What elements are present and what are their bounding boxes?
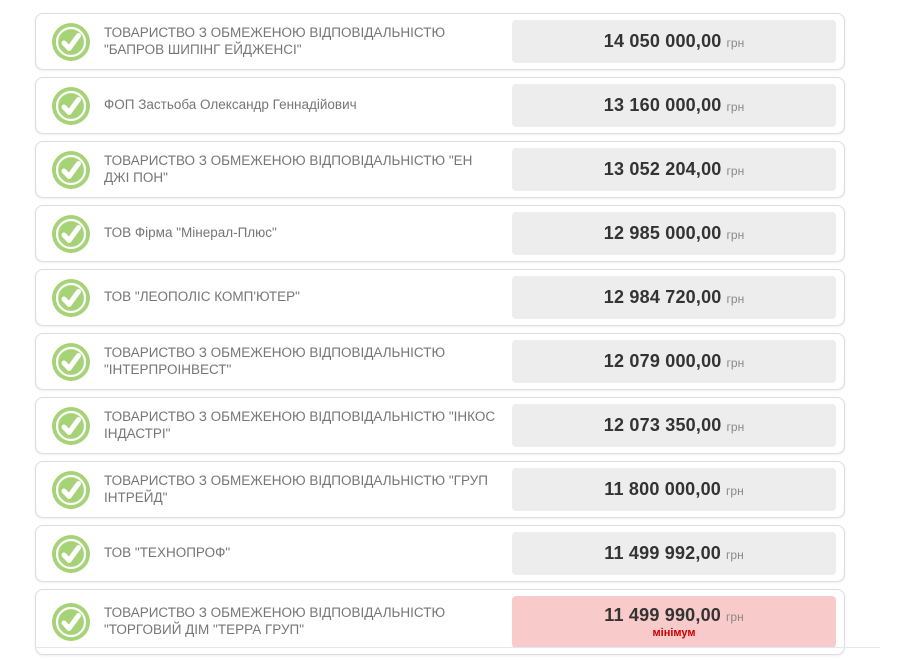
bidder-name: ТОВАРИСТВО З ОБМЕЖЕНОЮ ВІДПОВІДАЛЬНІСТЮ … — [104, 605, 446, 637]
bid-amount: 14 050 000,00 — [603, 31, 722, 51]
currency-label: грн — [726, 610, 744, 624]
qualified-check-icon — [52, 406, 90, 445]
qualified-check-icon — [52, 22, 90, 61]
minimum-badge: мінімум — [652, 627, 696, 639]
bid-amount-line: 14 050 000,00 грн — [604, 31, 744, 52]
bid-row[interactable]: ТОВАРИСТВО З ОБМЕЖЕНОЮ ВІДПОВІДАЛЬНІСТЮ … — [35, 397, 845, 454]
bid-amount: 12 079 000,00 — [603, 351, 722, 371]
bid-amount: 13 052 204,00 — [603, 159, 722, 179]
bid-amount: 12 984 720,00 — [603, 287, 722, 307]
bid-amount-box: 11 499 992,00 грн — [512, 532, 836, 575]
bid-amount: 13 160 000,00 — [603, 95, 722, 115]
bidder-name: ТОВ Фірма "Мінерал-Плюс" — [104, 225, 277, 241]
bid-amount: 12 073 350,00 — [603, 415, 722, 435]
qualified-check-icon — [52, 342, 90, 381]
bid-amount-box: 11 499 990,00 грн мінімум — [512, 596, 836, 648]
bid-amount-line: 11 499 990,00 грн — [604, 605, 743, 626]
bid-amount-box: 13 160 000,00 грн — [512, 84, 836, 127]
bid-amount-box: 11 800 000,00 грн — [512, 468, 836, 511]
bid-row[interactable]: ФОП Застьоба Олександр Геннадійович 13 1… — [35, 77, 845, 134]
bid-amount-line: 12 985 000,00 грн — [604, 223, 744, 244]
bid-row[interactable]: ТОВАРИСТВО З ОБМЕЖЕНОЮ ВІДПОВІДАЛЬНІСТЮ … — [35, 589, 845, 655]
bid-amount: 11 499 992,00 — [604, 543, 722, 563]
currency-label: грн — [726, 100, 745, 114]
bidder-name: ТОВАРИСТВО З ОБМЕЖЕНОЮ ВІДПОВІДАЛЬНІСТЮ … — [104, 408, 496, 441]
bid-row[interactable]: ТОВАРИСТВО З ОБМЕЖЕНОЮ ВІДПОВІДАЛЬНІСТЮ … — [35, 141, 845, 198]
bid-amount-box: 12 073 350,00 грн — [512, 404, 836, 447]
bid-amount: 11 499 990,00 — [604, 605, 722, 625]
bidders-list: ТОВАРИСТВО З ОБМЕЖЕНОЮ ВІДПОВІДАЛЬНІСТЮ … — [35, 13, 845, 655]
bid-row[interactable]: ТОВ "ЛЕОПОЛІС КОМП'ЮТЕР" 12 984 720,00 гр… — [35, 269, 845, 326]
bid-amount: 12 985 000,00 — [603, 223, 722, 243]
bid-amount-box: 12 985 000,00 грн — [512, 212, 836, 255]
bid-row[interactable]: ТОВАРИСТВО З ОБМЕЖЕНОЮ ВІДПОВІДАЛЬНІСТЮ … — [35, 333, 845, 390]
currency-label: грн — [726, 484, 744, 498]
bid-amount-line: 11 800 000,00 грн — [604, 479, 743, 500]
bidder-name: ТОВАРИСТВО З ОБМЕЖЕНОЮ ВІДПОВІДАЛЬНІСТЮ … — [104, 344, 446, 377]
bid-amount-box: 13 052 204,00 грн — [512, 148, 836, 191]
bid-amount-box: 14 050 000,00 грн — [512, 20, 836, 63]
bid-amount-box: 12 984 720,00 грн — [512, 276, 836, 319]
bid-amount-box: 12 079 000,00 грн — [512, 340, 836, 383]
bid-amount-line: 13 160 000,00 грн — [604, 95, 744, 116]
qualified-check-icon — [52, 534, 90, 573]
bid-amount-line: 12 984 720,00 грн — [604, 287, 744, 308]
bid-amount-line: 13 052 204,00 грн — [604, 159, 744, 180]
bidder-name: ТОВАРИСТВО З ОБМЕЖЕНОЮ ВІДПОВІДАЛЬНІСТЮ … — [104, 472, 488, 505]
currency-label: грн — [726, 36, 745, 50]
currency-label: грн — [726, 356, 745, 370]
bidder-name: ТОВ "ТЕХНОПРОФ" — [104, 545, 231, 561]
bid-amount-line: 12 079 000,00 грн — [604, 351, 744, 372]
bid-amount-line: 12 073 350,00 грн — [604, 415, 744, 436]
currency-label: грн — [726, 420, 745, 434]
bottom-divider — [35, 647, 880, 648]
currency-label: грн — [726, 164, 745, 178]
bid-row[interactable]: ТОВ Фірма "Мінерал-Плюс" 12 985 000,00 гр… — [35, 205, 845, 262]
qualified-check-icon — [52, 86, 90, 125]
qualified-check-icon — [52, 470, 90, 509]
qualified-check-icon — [52, 214, 90, 253]
currency-label: грн — [726, 548, 744, 562]
currency-label: грн — [726, 292, 745, 306]
bid-row[interactable]: ТОВАРИСТВО З ОБМЕЖЕНОЮ ВІДПОВІДАЛЬНІСТЮ … — [35, 461, 845, 518]
bidder-name: ТОВАРИСТВО З ОБМЕЖЕНОЮ ВІДПОВІДАЛЬНІСТЮ … — [104, 152, 473, 185]
qualified-check-icon — [52, 278, 90, 317]
bidder-name: ФОП Застьоба Олександр Геннадійович — [104, 97, 357, 113]
bidder-name: ТОВ "ЛЕОПОЛІС КОМП'ЮТЕР" — [104, 289, 300, 305]
bid-row[interactable]: ТОВАРИСТВО З ОБМЕЖЕНОЮ ВІДПОВІДАЛЬНІСТЮ … — [35, 13, 845, 70]
bid-amount-line: 11 499 992,00 грн — [604, 543, 743, 564]
bidder-name: ТОВАРИСТВО З ОБМЕЖЕНОЮ ВІДПОВІДАЛЬНІСТЮ … — [104, 24, 446, 57]
bid-row[interactable]: ТОВ "ТЕХНОПРОФ" 11 499 992,00 грн — [35, 525, 845, 582]
bid-amount: 11 800 000,00 — [604, 479, 722, 499]
currency-label: грн — [726, 228, 745, 242]
qualified-check-icon — [52, 603, 90, 641]
qualified-check-icon — [52, 150, 90, 189]
